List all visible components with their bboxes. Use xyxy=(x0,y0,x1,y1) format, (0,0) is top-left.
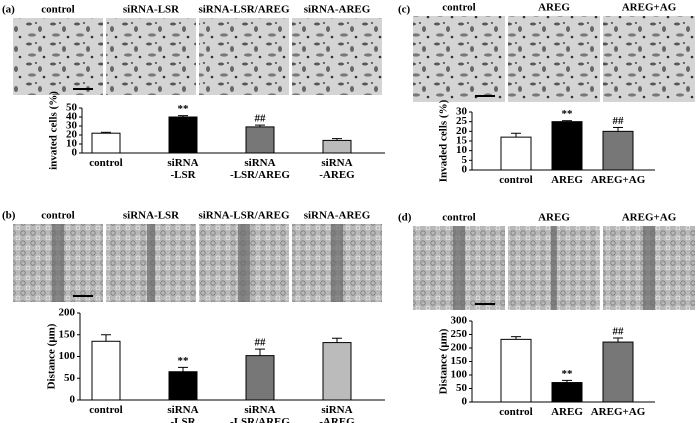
bar xyxy=(322,342,352,401)
wound-gap xyxy=(331,224,343,302)
y-tick-label: 100 xyxy=(451,369,468,381)
image-label: siRNA-LSR/AREG xyxy=(198,4,290,16)
x-tick-label: AREG xyxy=(551,406,583,418)
significance-mark: ## xyxy=(613,326,625,338)
panel-label: (b) xyxy=(2,210,16,222)
image-label: siRNA-LSR/AREG xyxy=(198,210,290,222)
image-label: siRNA-LSR xyxy=(123,210,180,222)
significance-mark: ## xyxy=(255,337,267,349)
bar xyxy=(245,126,275,154)
y-tick-label: 150 xyxy=(451,355,468,367)
wound-gap xyxy=(453,226,465,310)
x-tick-label: siRNA -LSR xyxy=(167,404,199,423)
micrograph xyxy=(199,18,289,95)
y-tick-label: 250 xyxy=(451,328,468,340)
significance-mark: ** xyxy=(562,368,574,380)
y-tick-label: 200 xyxy=(59,307,76,319)
x-tick-label: control xyxy=(499,174,533,186)
bar xyxy=(551,121,583,171)
bar xyxy=(322,139,352,154)
y-tick-label: 0 xyxy=(72,147,78,159)
y-tick-label: 30 xyxy=(456,106,468,118)
x-tick-label: control xyxy=(89,404,123,416)
image-label: siRNA-AREG xyxy=(304,210,371,222)
micrograph xyxy=(292,18,382,95)
bar xyxy=(500,136,532,171)
image-label: siRNA-AREG xyxy=(304,4,371,16)
panel-label: (a) xyxy=(2,4,15,16)
image-label: control xyxy=(41,4,74,16)
y-tick-label: 50 xyxy=(64,372,76,384)
x-tick-label: control xyxy=(89,157,123,169)
x-tick-label: siRNA -AREG xyxy=(319,157,355,181)
image-label: control xyxy=(442,212,475,224)
y-tick-label: 0 xyxy=(462,164,468,176)
wound-gap xyxy=(643,226,655,310)
wound-gap xyxy=(147,224,155,302)
panel-label: (c) xyxy=(398,4,411,16)
y-tick-label: 10 xyxy=(66,138,78,150)
y-tick-label: 200 xyxy=(451,342,468,354)
image-label: AREG xyxy=(538,2,570,14)
bar xyxy=(168,116,198,154)
wound-gap xyxy=(238,224,250,302)
y-tick-label: 50 xyxy=(66,102,78,114)
x-tick-label: siRNA -LSR/AREG xyxy=(230,157,290,181)
x-tick-label: siRNA -AREG xyxy=(319,404,355,423)
significance-mark: ## xyxy=(255,113,267,125)
y-tick-label: 150 xyxy=(59,328,76,340)
y-tick-label: 0 xyxy=(70,394,76,406)
bar xyxy=(602,130,634,171)
y-tick-label: 100 xyxy=(59,350,76,362)
y-tick-label: 40 xyxy=(66,111,78,123)
y-tick-label: 30 xyxy=(66,120,78,132)
bar xyxy=(500,338,532,403)
bar xyxy=(91,340,121,401)
bar xyxy=(168,371,198,401)
significance-mark: ** xyxy=(562,108,574,120)
y-tick-label: 25 xyxy=(456,115,468,127)
y-tick-label: 0 xyxy=(462,396,468,408)
x-tick-label: siRNA -LSR/AREG xyxy=(230,404,290,423)
y-axis-label: Distance (μm) xyxy=(438,328,450,394)
y-tick-label: 20 xyxy=(456,125,468,137)
image-label: control xyxy=(41,210,74,222)
wound-gap xyxy=(52,224,64,302)
significance-mark: ## xyxy=(613,115,625,127)
y-axis-label: Invaded cells (%) xyxy=(438,99,450,182)
bar xyxy=(602,341,634,403)
x-tick-label: AREG xyxy=(551,174,583,186)
panel-label: (d) xyxy=(398,212,412,224)
bar xyxy=(245,355,275,401)
bar xyxy=(551,382,583,403)
micrograph xyxy=(603,16,695,102)
x-tick-label: control xyxy=(499,406,533,418)
y-tick-label: 10 xyxy=(456,144,468,156)
image-label: AREG+AG xyxy=(622,212,677,224)
x-tick-label: siRNA -LSR xyxy=(167,157,199,181)
wound-gap xyxy=(551,226,557,310)
x-tick-label: AREG+AG xyxy=(590,174,646,186)
bar xyxy=(91,132,121,154)
y-axis-label: invated cells (%) xyxy=(48,91,60,170)
y-tick-label: 15 xyxy=(456,135,468,147)
y-tick-label: 50 xyxy=(456,382,468,394)
y-tick-label: 300 xyxy=(451,315,468,327)
image-label: AREG+AG xyxy=(622,2,677,14)
significance-mark: ** xyxy=(178,355,190,367)
y-tick-label: 5 xyxy=(462,154,468,166)
image-label: siRNA-LSR xyxy=(123,4,180,16)
x-tick-label: AREG+AG xyxy=(590,406,646,418)
significance-mark: ** xyxy=(178,103,190,115)
image-label: control xyxy=(442,2,475,14)
micrograph xyxy=(508,16,600,102)
y-axis-label: Distance (μm) xyxy=(46,323,58,389)
micrograph xyxy=(106,18,196,95)
micrograph xyxy=(413,16,505,102)
image-label: AREG xyxy=(538,212,570,224)
micrograph xyxy=(13,18,103,95)
y-tick-label: 20 xyxy=(66,129,78,141)
